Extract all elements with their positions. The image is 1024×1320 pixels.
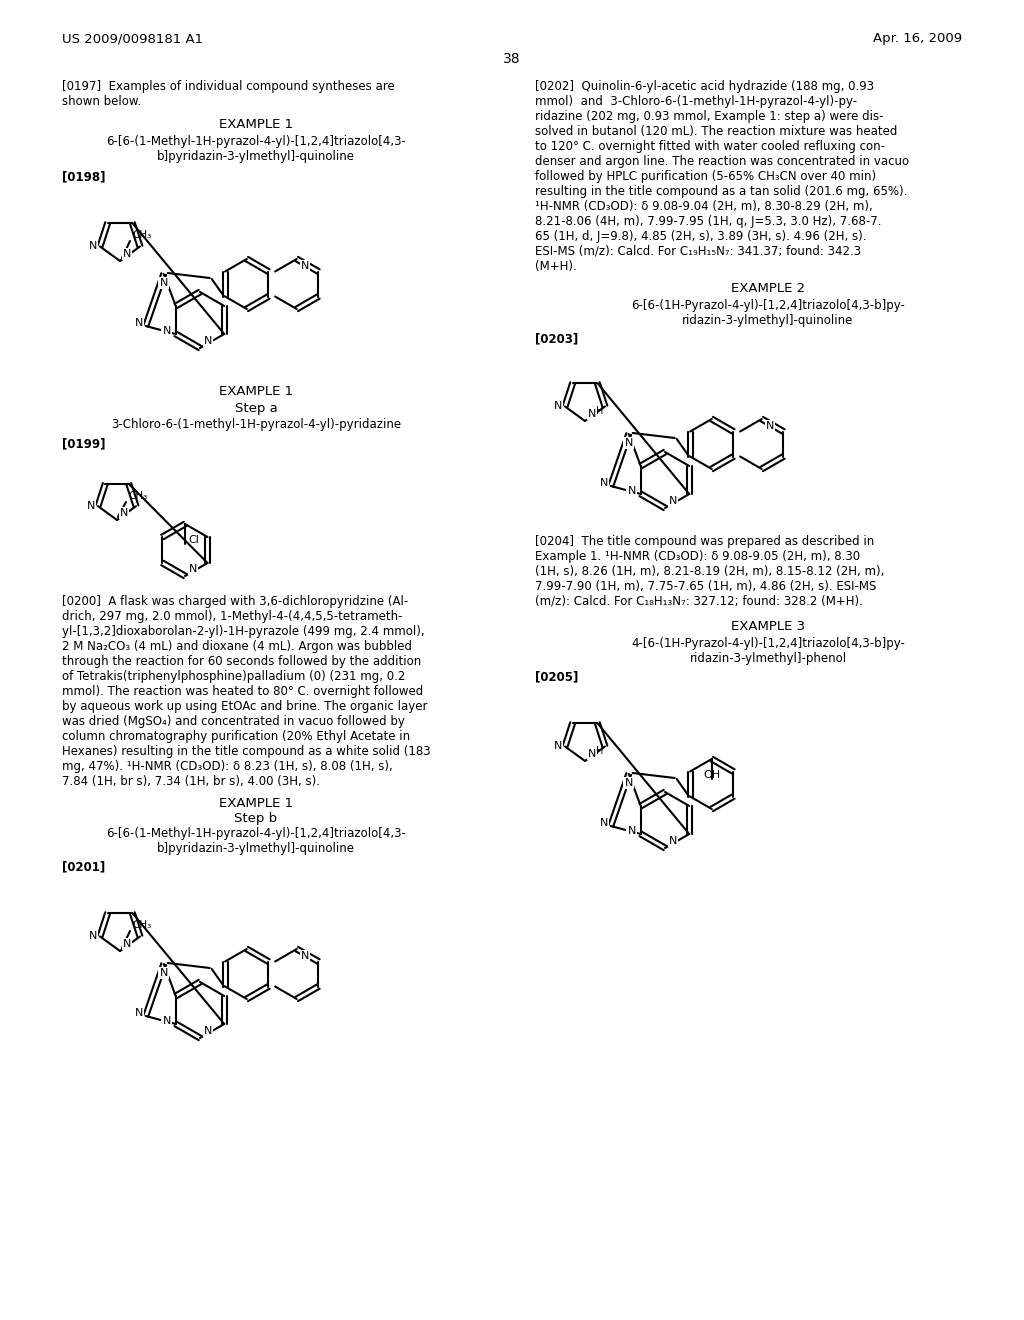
Text: N: N [123, 249, 131, 259]
Text: N: N [204, 1026, 212, 1036]
Text: b]pyridazin-3-ylmethyl]-quinoline: b]pyridazin-3-ylmethyl]-quinoline [157, 842, 355, 855]
Text: [0200]  A flask was charged with 3,6-dichloropyridzine (Al-: [0200] A flask was charged with 3,6-dich… [62, 595, 409, 609]
Text: N: N [204, 337, 212, 346]
Text: Hexanes) resulting in the title compound as a white solid (183: Hexanes) resulting in the title compound… [62, 744, 431, 758]
Text: N: N [625, 438, 633, 447]
Text: ESI-MS (m/z): Calcd. For C₁₉H₁₅N₇: 341.37; found: 342.3: ESI-MS (m/z): Calcd. For C₁₉H₁₅N₇: 341.3… [535, 246, 861, 257]
Text: N: N [766, 421, 774, 432]
Text: (M+H).: (M+H). [535, 260, 577, 273]
Text: was dried (MgSO₄) and concentrated in vacuo followed by: was dried (MgSO₄) and concentrated in va… [62, 715, 404, 729]
Text: drich, 297 mg, 2.0 mmol), 1-Methyl-4-(4,4,5,5-tetrameth-: drich, 297 mg, 2.0 mmol), 1-Methyl-4-(4,… [62, 610, 402, 623]
Text: shown below.: shown below. [62, 95, 141, 108]
Text: yl-[1,3,2]dioxaborolan-2-yl)-1H-pyrazole (499 mg, 2.4 mmol),: yl-[1,3,2]dioxaborolan-2-yl)-1H-pyrazole… [62, 624, 425, 638]
Text: denser and argon line. The reaction was concentrated in vacuo: denser and argon line. The reaction was … [535, 154, 909, 168]
Text: [0203]: [0203] [535, 333, 579, 345]
Text: resulting in the title compound as a tan solid (201.6 mg, 65%).: resulting in the title compound as a tan… [535, 185, 907, 198]
Text: N: N [120, 508, 128, 517]
Text: N: N [89, 242, 97, 252]
Text: b]pyridazin-3-ylmethyl]-quinoline: b]pyridazin-3-ylmethyl]-quinoline [157, 150, 355, 162]
Text: N: N [189, 564, 198, 574]
Text: OH: OH [703, 770, 720, 780]
Text: N: N [588, 409, 596, 418]
Text: Example 1. ¹H-NMR (CD₃OD): δ 9.08-9.05 (2H, m), 8.30: Example 1. ¹H-NMR (CD₃OD): δ 9.08-9.05 (… [535, 550, 860, 564]
Text: N: N [599, 818, 608, 828]
Text: Step a: Step a [234, 403, 278, 414]
Text: EXAMPLE 1: EXAMPLE 1 [219, 385, 293, 399]
Text: 6-[6-(1-Methyl-1H-pyrazol-4-yl)-[1,2,4]triazolo[4,3-: 6-[6-(1-Methyl-1H-pyrazol-4-yl)-[1,2,4]t… [106, 135, 406, 148]
Text: [0197]  Examples of individual compound syntheses are: [0197] Examples of individual compound s… [62, 81, 394, 92]
Text: N: N [123, 939, 131, 949]
Text: N: N [160, 279, 168, 288]
Text: ridazin-3-ylmethyl]-quinoline: ridazin-3-ylmethyl]-quinoline [682, 314, 854, 327]
Text: 6-[6-(1-Methyl-1H-pyrazol-4-yl)-[1,2,4]triazolo[4,3-: 6-[6-(1-Methyl-1H-pyrazol-4-yl)-[1,2,4]t… [106, 828, 406, 840]
Text: CH₃: CH₃ [128, 491, 147, 502]
Text: [0204]  The title compound was prepared as described in: [0204] The title compound was prepared a… [535, 535, 874, 548]
Text: [0202]  Quinolin-6-yl-acetic acid hydrazide (188 mg, 0.93: [0202] Quinolin-6-yl-acetic acid hydrazi… [535, 81, 874, 92]
Text: Step b: Step b [234, 812, 278, 825]
Text: 3-Chloro-6-(1-methyl-1H-pyrazol-4-yl)-pyridazine: 3-Chloro-6-(1-methyl-1H-pyrazol-4-yl)-py… [111, 418, 401, 432]
Text: N: N [628, 486, 636, 496]
Text: N: N [554, 742, 562, 751]
Text: solved in butanol (120 mL). The reaction mixture was heated: solved in butanol (120 mL). The reaction… [535, 125, 897, 139]
Text: mmol). The reaction was heated to 80° C. overnight followed: mmol). The reaction was heated to 80° C.… [62, 685, 423, 698]
Text: N: N [301, 261, 309, 271]
Text: N: N [599, 478, 608, 488]
Text: N: N [134, 1008, 142, 1018]
Text: 38: 38 [503, 51, 521, 66]
Text: (1H, s), 8.26 (1H, m), 8.21-8.19 (2H, m), 8.15-8.12 (2H, m),: (1H, s), 8.26 (1H, m), 8.21-8.19 (2H, m)… [535, 565, 885, 578]
Text: N: N [625, 777, 633, 788]
Text: 2 M Na₂CO₃ (4 mL) and dioxane (4 mL). Argon was bubbled: 2 M Na₂CO₃ (4 mL) and dioxane (4 mL). Ar… [62, 640, 412, 653]
Text: 65 (1H, d, J=9.8), 4.85 (2H, s), 3.89 (3H, s). 4.96 (2H, s).: 65 (1H, d, J=9.8), 4.85 (2H, s), 3.89 (3… [535, 230, 866, 243]
Text: N: N [301, 950, 309, 961]
Text: [0198]: [0198] [62, 170, 105, 183]
Text: 8.21-8.06 (4H, m), 7.99-7.95 (1H, q, J=5.3, 3.0 Hz), 7.68-7.: 8.21-8.06 (4H, m), 7.99-7.95 (1H, q, J=5… [535, 215, 882, 228]
Text: N: N [163, 1016, 171, 1026]
Text: mg, 47%). ¹H-NMR (CD₃OD): δ 8.23 (1H, s), 8.08 (1H, s),: mg, 47%). ¹H-NMR (CD₃OD): δ 8.23 (1H, s)… [62, 760, 393, 774]
Text: (m/z): Calcd. For C₁₈H₁₃N₇: 327.12; found: 328.2 (M+H).: (m/z): Calcd. For C₁₈H₁₃N₇: 327.12; foun… [535, 595, 863, 609]
Text: H: H [596, 746, 603, 756]
Text: EXAMPLE 3: EXAMPLE 3 [731, 620, 805, 634]
Text: Apr. 16, 2009: Apr. 16, 2009 [872, 32, 962, 45]
Text: mmol)  and  3-Chloro-6-(1-methyl-1H-pyrazol-4-yl)-py-: mmol) and 3-Chloro-6-(1-methyl-1H-pyrazo… [535, 95, 857, 108]
Text: N: N [87, 502, 95, 511]
Text: of Tetrakis(triphenylphosphine)palladium (0) (231 mg, 0.2: of Tetrakis(triphenylphosphine)palladium… [62, 671, 406, 682]
Text: N: N [89, 932, 97, 941]
Text: ¹H-NMR (CD₃OD): δ 9.08-9.04 (2H, m), 8.30-8.29 (2H, m),: ¹H-NMR (CD₃OD): δ 9.08-9.04 (2H, m), 8.3… [535, 201, 872, 213]
Text: 4-[6-(1H-Pyrazol-4-yl)-[1,2,4]triazolo[4,3-b]py-: 4-[6-(1H-Pyrazol-4-yl)-[1,2,4]triazolo[4… [631, 638, 905, 649]
Text: 7.99-7.90 (1H, m), 7.75-7.65 (1H, m), 4.86 (2H, s). ESI-MS: 7.99-7.90 (1H, m), 7.75-7.65 (1H, m), 4.… [535, 579, 877, 593]
Text: [0199]: [0199] [62, 437, 105, 450]
Text: EXAMPLE 1: EXAMPLE 1 [219, 797, 293, 810]
Text: by aqueous work up using EtOAc and brine. The organic layer: by aqueous work up using EtOAc and brine… [62, 700, 427, 713]
Text: CH₃: CH₃ [132, 230, 152, 240]
Text: 7.84 (1H, br s), 7.34 (1H, br s), 4.00 (3H, s).: 7.84 (1H, br s), 7.34 (1H, br s), 4.00 (… [62, 775, 319, 788]
Text: through the reaction for 60 seconds followed by the addition: through the reaction for 60 seconds foll… [62, 655, 421, 668]
Text: column chromatography purification (20% Ethyl Acetate in: column chromatography purification (20% … [62, 730, 411, 743]
Text: [0205]: [0205] [535, 671, 579, 682]
Text: Cl: Cl [188, 535, 199, 545]
Text: N: N [588, 748, 596, 759]
Text: [0201]: [0201] [62, 861, 105, 873]
Text: N: N [134, 318, 142, 327]
Text: ridazin-3-ylmethyl]-phenol: ridazin-3-ylmethyl]-phenol [689, 652, 847, 665]
Text: followed by HPLC purification (5-65% CH₃CN over 40 min): followed by HPLC purification (5-65% CH₃… [535, 170, 877, 183]
Text: N: N [163, 326, 171, 337]
Text: N: N [628, 826, 636, 836]
Text: US 2009/0098181 A1: US 2009/0098181 A1 [62, 32, 203, 45]
Text: N: N [554, 401, 562, 412]
Text: to 120° C. overnight fitted with water cooled refluxing con-: to 120° C. overnight fitted with water c… [535, 140, 885, 153]
Text: CH₃: CH₃ [132, 920, 152, 931]
Text: ridazine (202 mg, 0.93 mmol, Example 1: step a) were dis-: ridazine (202 mg, 0.93 mmol, Example 1: … [535, 110, 884, 123]
Text: N: N [160, 968, 168, 978]
Text: N: N [669, 836, 677, 846]
Text: 6-[6-(1H-Pyrazol-4-yl)-[1,2,4]triazolo[4,3-b]py-: 6-[6-(1H-Pyrazol-4-yl)-[1,2,4]triazolo[4… [631, 300, 905, 312]
Text: EXAMPLE 2: EXAMPLE 2 [731, 282, 805, 294]
Text: EXAMPLE 1: EXAMPLE 1 [219, 117, 293, 131]
Text: H: H [596, 407, 603, 416]
Text: N: N [669, 496, 677, 506]
